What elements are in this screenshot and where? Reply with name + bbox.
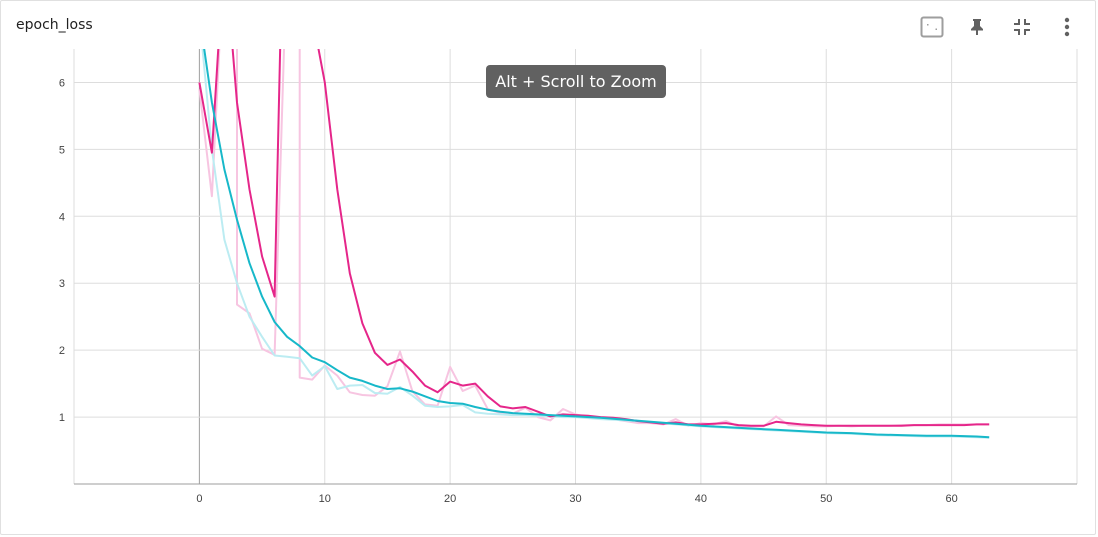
x-tick-label: 20 xyxy=(444,493,456,505)
card-toolbar xyxy=(918,13,1081,41)
more-options-button[interactable] xyxy=(1053,13,1081,41)
x-tick-label: 40 xyxy=(695,493,707,505)
exit-full-size-button[interactable] xyxy=(1008,13,1036,41)
collapse-icon xyxy=(1013,18,1031,36)
y-tick-label: 3 xyxy=(59,278,65,290)
y-tick-label: 6 xyxy=(59,77,65,89)
x-tick-label: 30 xyxy=(569,493,581,505)
y-tick-label: 2 xyxy=(59,345,65,357)
card-title: epoch_loss xyxy=(16,17,93,33)
x-tick-label: 10 xyxy=(319,493,331,505)
toggle-y-axis-button[interactable] xyxy=(918,13,946,41)
series-group xyxy=(198,49,990,439)
more-vert-icon xyxy=(1064,17,1070,37)
x-tick-label: 50 xyxy=(820,493,832,505)
toggle-y-axis-icon xyxy=(920,16,944,38)
x-tick-label: 60 xyxy=(946,493,958,505)
y-tick-label: 1 xyxy=(59,412,65,424)
smoothed-series-line-2 xyxy=(203,49,990,439)
pin-icon xyxy=(969,18,985,36)
y-tick-label: 5 xyxy=(59,144,65,156)
smoothed-series-line-1 xyxy=(198,49,990,427)
zoom-hint-tooltip: Alt + Scroll to Zoom xyxy=(486,65,666,98)
pin-button[interactable] xyxy=(963,13,991,41)
y-tick-label: 4 xyxy=(59,211,65,223)
x-tick-label: 0 xyxy=(196,493,202,505)
